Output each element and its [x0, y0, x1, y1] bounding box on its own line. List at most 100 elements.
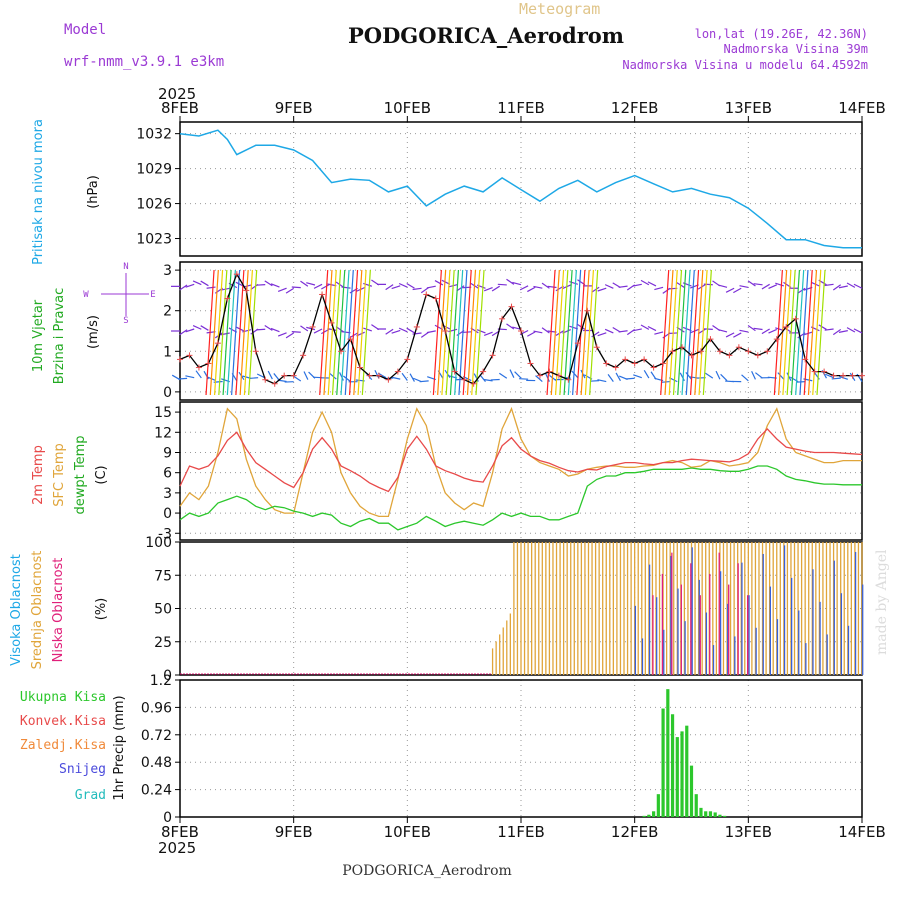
wind-arrow	[541, 327, 550, 334]
wind-arrow	[545, 373, 550, 382]
wind-arrow	[270, 327, 280, 333]
x-tick-label-top: 8FEB	[161, 99, 199, 117]
wind-arrow	[406, 327, 415, 334]
wind-arrow	[483, 286, 493, 292]
precip-ylabel: 1hr Precip (mm)	[112, 695, 127, 800]
wind-arrow	[720, 373, 728, 382]
wind-arrow	[703, 283, 713, 286]
y-tick-label: 0.48	[141, 755, 172, 771]
wind-arrow-fan	[471, 269, 481, 396]
model-label: Model	[64, 22, 106, 38]
wind-arrow	[277, 287, 287, 292]
wind-arrow	[256, 328, 266, 331]
precip-bar	[647, 814, 651, 817]
precip-bar	[713, 812, 717, 817]
x-tick-label-top: 10FEB	[384, 99, 431, 117]
precip-bar	[708, 811, 713, 817]
precip-legend-total: Ukupna Kisa	[20, 690, 106, 705]
wind-arrow	[292, 375, 302, 382]
wind-arrow	[339, 372, 344, 381]
watermark: made by Angel	[874, 549, 890, 655]
wind-arrow	[571, 370, 579, 379]
y-tick-label: 1029	[136, 162, 172, 178]
y-tick-label: 0	[163, 668, 172, 684]
wind-arrow-fan	[589, 269, 599, 396]
wind-arrow	[533, 285, 543, 289]
wind-arrow	[643, 370, 650, 379]
wind-arrow	[498, 372, 508, 379]
wind-arrow	[832, 328, 842, 336]
wind-arrow	[483, 331, 493, 336]
wind-arrow	[775, 282, 785, 287]
wind-arrow	[264, 325, 273, 331]
wind-arrow	[569, 280, 579, 285]
wind-arrow	[206, 286, 216, 289]
wind-arrow	[329, 372, 337, 380]
wind-arrow	[604, 328, 614, 334]
temp-ylabel: (C)	[94, 465, 109, 484]
low-cloud-label: Niska Oblacnost	[51, 558, 66, 663]
wind-arrow	[831, 377, 841, 380]
precip-bar	[718, 814, 722, 817]
page-title: PODGORICA_Aerodrom	[348, 23, 624, 48]
precip-bar	[656, 794, 660, 817]
wind-arrow-fan	[445, 269, 455, 396]
wind-arrow	[291, 331, 301, 333]
svg-text:S: S	[123, 316, 128, 326]
wind-arrow-fan	[348, 269, 359, 396]
wind-arrow	[535, 375, 543, 383]
x-tick-label-bottom: 11FEB	[497, 823, 544, 841]
wind-arrow-fan	[559, 269, 569, 396]
wind-arrow	[832, 284, 842, 291]
wind-arrow	[725, 287, 735, 293]
y-tick-label: 15	[154, 405, 172, 421]
wind-arrow	[385, 284, 394, 291]
wind-arrow	[705, 372, 714, 379]
wind-arrow	[401, 372, 408, 381]
wind-arrow	[725, 332, 735, 338]
coords-label: lon,lat (19.26E, 42.36N)	[695, 27, 868, 41]
wind-arrow	[751, 370, 756, 380]
y-tick-label: 50	[154, 602, 172, 618]
wind-arrow	[200, 325, 209, 331]
wind-arrow	[249, 377, 259, 380]
wind-arrow	[753, 283, 763, 286]
pressure-title: Pritisak na nivou mora	[31, 119, 46, 265]
year-label-top: 2025	[158, 85, 196, 103]
wind-arrow	[434, 280, 444, 286]
precip-bar	[642, 815, 646, 817]
wind-arrow-fan	[462, 269, 472, 396]
wind-arrow	[838, 285, 848, 289]
wind-arrow-fan	[454, 269, 464, 396]
wind-arrow	[640, 279, 650, 286]
wind-arrow	[761, 328, 770, 335]
wind-arrow	[391, 285, 401, 290]
wind-arrow	[768, 328, 777, 334]
temp2m-label: 2m Temp	[31, 445, 46, 505]
y-tick-label: 9	[163, 445, 172, 461]
y-tick-label: 2	[163, 304, 172, 320]
wind-arrow	[654, 286, 664, 291]
wind-arrow	[391, 329, 401, 334]
wind-arrow	[179, 329, 188, 336]
wind-arrow	[506, 278, 515, 285]
wind-arrow	[491, 285, 501, 292]
wind-arrow-fan	[685, 269, 695, 396]
wind-arrow	[824, 283, 834, 287]
x-tick-label-bottom: 8FEB	[161, 823, 199, 841]
wind-arrow	[341, 286, 351, 289]
cloud-ylabel: (%)	[94, 598, 109, 621]
wind-arrow	[853, 283, 863, 289]
wind-arrow	[715, 370, 721, 380]
y-tick-label: 0.96	[141, 700, 172, 716]
wind-arrow-fan	[226, 269, 236, 396]
y-tick-label: 3	[163, 486, 172, 502]
wind-arrow	[632, 328, 642, 332]
wind-arrow-fan	[689, 269, 700, 396]
wind-arrow	[741, 374, 749, 382]
wind-arrow	[519, 285, 529, 291]
wind-arrow	[604, 284, 614, 289]
dew-label: dewpt Temp	[73, 435, 88, 514]
wind-arrow-fan	[786, 269, 796, 396]
wind-arrow	[733, 332, 742, 338]
